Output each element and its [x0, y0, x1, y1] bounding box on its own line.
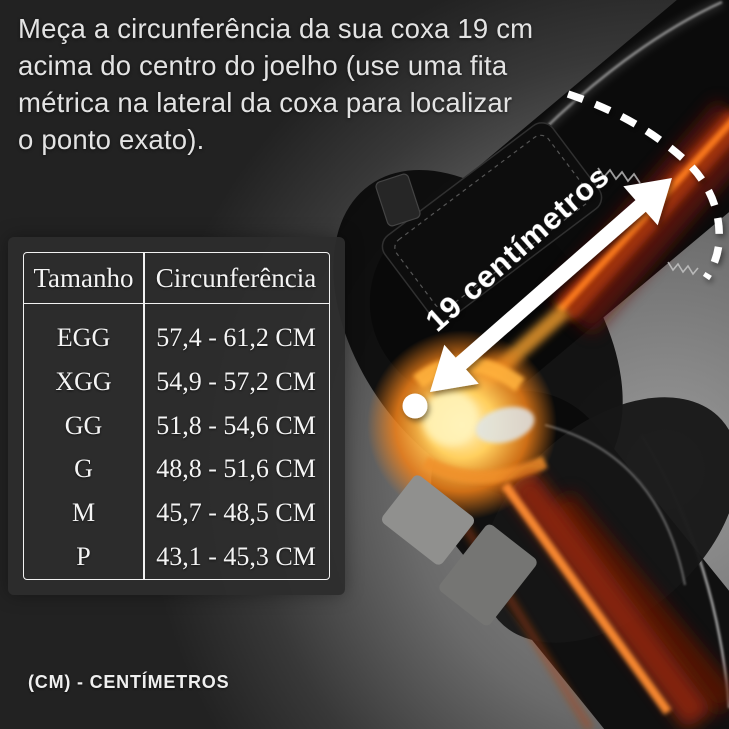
- range-cell: 57,4 - 61,2 CM: [156, 322, 316, 352]
- size-cell: XGG: [55, 366, 112, 396]
- strap-buckle: [375, 173, 421, 227]
- size-table-header: Tamanho Circunferência: [24, 253, 329, 304]
- size-cell: EGG: [56, 322, 111, 352]
- size-cell: M: [71, 498, 96, 528]
- circumference-dashed-ring: [566, 90, 723, 281]
- size-table-body: EGG 57,4 - 61,2 CM XGG 54,9 - 57,2 CM GG…: [24, 304, 329, 579]
- column-header-circumference: Circunferência: [155, 262, 317, 293]
- thigh-strap: [381, 122, 603, 322]
- column-header-size: Tamanho: [33, 262, 134, 293]
- range-cell: 51,8 - 54,6 CM: [156, 410, 316, 440]
- table-row: EGG 57,4 - 61,2 CM: [24, 316, 329, 360]
- calf-straps: [382, 475, 537, 626]
- size-cell: P: [76, 542, 91, 572]
- table-row: P 43,1 - 45,3 CM: [24, 535, 329, 579]
- stitch-zigzag: [597, 167, 699, 276]
- table-row: G 48,8 - 51,6 CM: [24, 447, 329, 491]
- footnote: (CM) - CENTÍMETROS: [28, 672, 230, 692]
- size-table: Tamanho Circunferência EGG 57,4 - 61,2 C…: [23, 252, 330, 580]
- tibia-bone: [452, 469, 729, 729]
- table-row: XGG 54,9 - 57,2 CM: [24, 360, 329, 404]
- patella-highlight: [475, 406, 535, 444]
- arrowhead-top: [623, 178, 672, 226]
- size-cell: G: [74, 454, 93, 484]
- instruction-text: Meça a circunferência da sua coxa 19 cm …: [18, 13, 534, 155]
- range-cell: 48,8 - 51,6 CM: [156, 454, 316, 484]
- range-cell: 54,9 - 57,2 CM: [156, 366, 316, 396]
- measurement-start-dot: [402, 393, 428, 419]
- table-row: M 45,7 - 48,5 CM: [24, 491, 329, 535]
- measurement-arrow: [430, 178, 672, 392]
- size-cell: GG: [64, 410, 103, 440]
- arrowhead-bottom: [430, 344, 479, 392]
- range-cell: 45,7 - 48,5 CM: [156, 498, 316, 528]
- size-table-panel: Tamanho Circunferência EGG 57,4 - 61,2 C…: [8, 237, 345, 595]
- table-row: GG 51,8 - 54,6 CM: [24, 404, 329, 448]
- range-cell: 43,1 - 45,3 CM: [156, 542, 316, 572]
